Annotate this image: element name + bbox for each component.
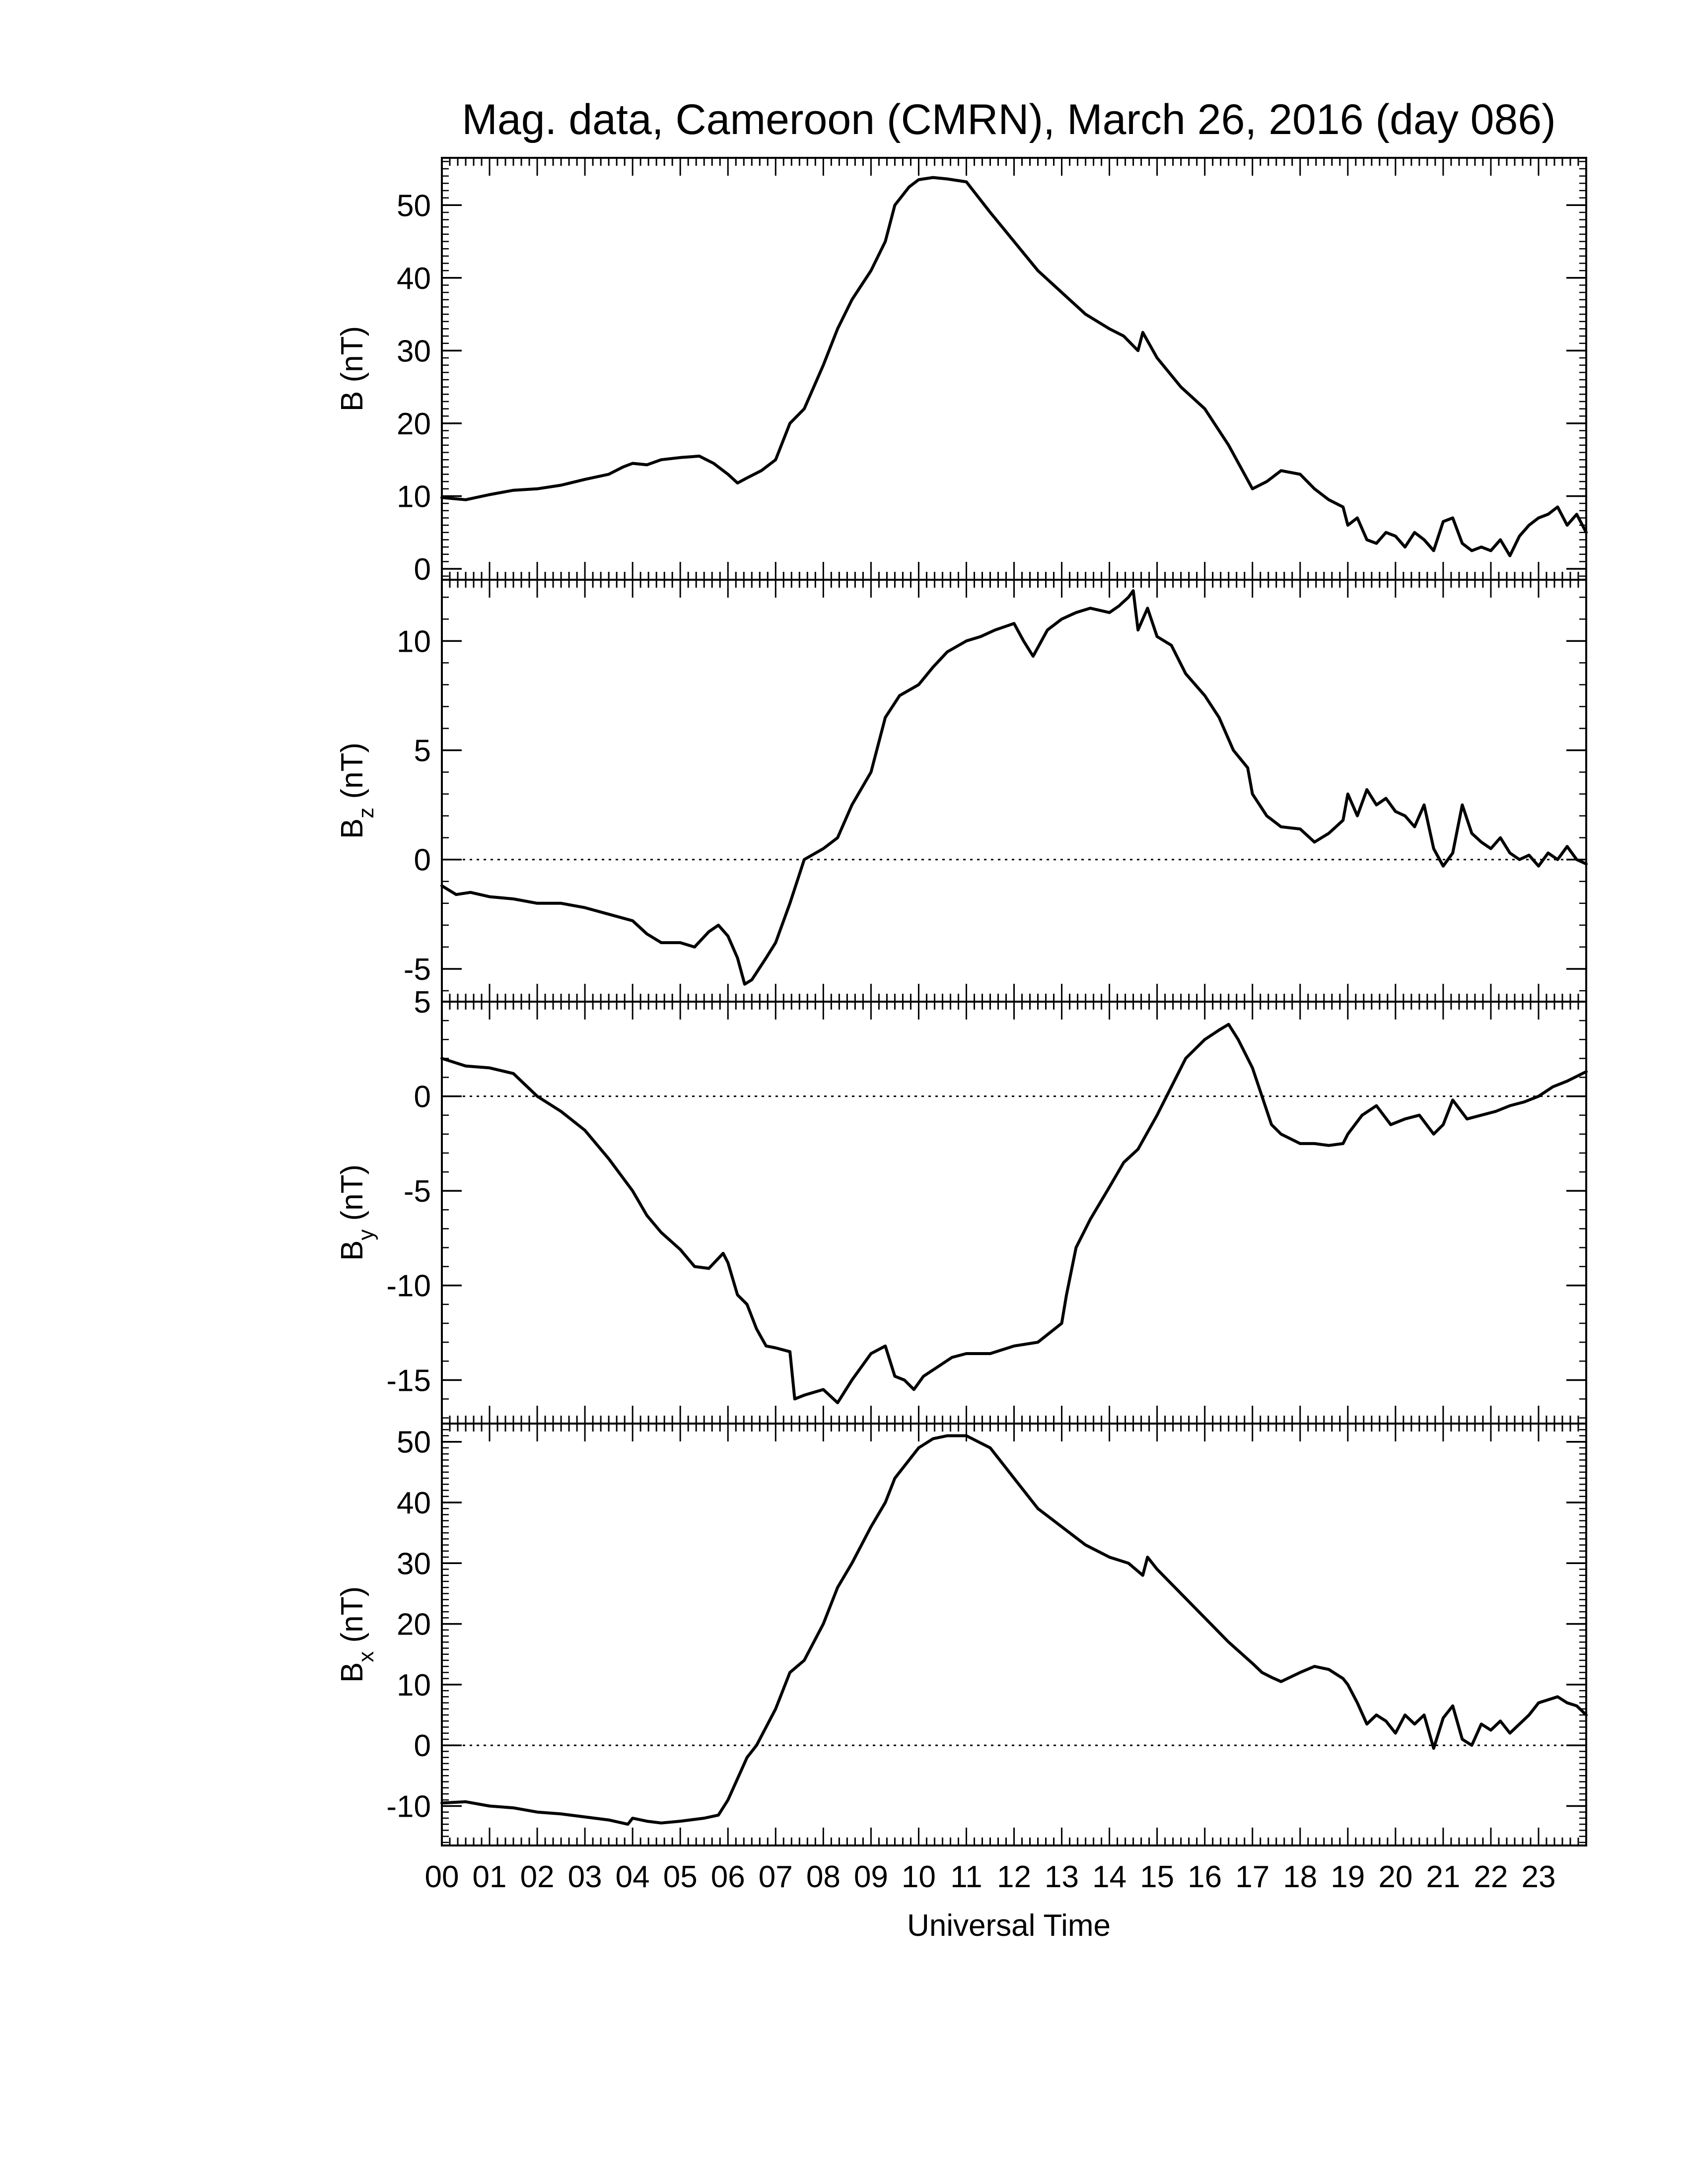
y-axis-label: By (nT) — [335, 1164, 378, 1261]
x-tick-label: 01 — [473, 1860, 507, 1894]
y-tick-label: 30 — [397, 1547, 431, 1581]
y-tick-label: 10 — [397, 624, 431, 659]
y-tick-label: 40 — [397, 262, 431, 296]
x-tick-label: 08 — [806, 1860, 841, 1894]
x-tick-label: 10 — [902, 1860, 936, 1894]
y-tick-label: 10 — [397, 479, 431, 514]
x-tick-label: 20 — [1378, 1860, 1412, 1894]
series-line-b-total — [440, 176, 1588, 557]
y-tick-label: 0 — [414, 552, 431, 587]
y-tick-label: -5 — [404, 953, 431, 987]
x-tick-label: 15 — [1140, 1860, 1174, 1894]
x-tick-label: 19 — [1331, 1860, 1365, 1894]
series-line-b-z — [440, 589, 1588, 986]
x-tick-label: 00 — [425, 1860, 459, 1894]
y-tick-label: 30 — [397, 334, 431, 368]
panel-b-total: 0 10 20 30 40 50 B (nT) — [335, 157, 1588, 587]
y-tick-label: -5 — [404, 1174, 431, 1209]
x-tick-label: 03 — [568, 1860, 602, 1894]
y-axis-label-unit: (nT) — [335, 1586, 369, 1651]
figure-title: Mag. data, Cameroon (CMRN), March 26, 20… — [462, 96, 1556, 143]
y-tick-label: 50 — [397, 1426, 431, 1460]
series-line-b-y — [440, 1023, 1588, 1405]
y-axis-label-unit: (nT) — [335, 743, 369, 808]
x-axis-label: Universal Time — [907, 1909, 1111, 1943]
x-axis: 00 01 02 03 04 05 06 07 08 09 10 11 12 13 14 15 16 17 18 19… — [425, 1860, 1556, 1894]
y-tick-label: -10 — [386, 1269, 431, 1303]
x-tick-label: 02 — [520, 1860, 555, 1894]
y-axis-label-main: B — [335, 391, 369, 411]
y-axis-label-unit: (nT) — [335, 326, 369, 391]
x-tick-label: 09 — [854, 1860, 888, 1894]
y-axis-label-sub: x — [354, 1651, 378, 1662]
x-tick-label: 05 — [663, 1860, 698, 1894]
x-tick-label: 16 — [1188, 1860, 1222, 1894]
y-tick-label: -10 — [386, 1790, 431, 1824]
y-tick-label: 10 — [397, 1668, 431, 1703]
x-tick-label: 14 — [1092, 1860, 1126, 1894]
y-axis-label-main: B — [335, 1240, 369, 1261]
y-axis-label-main: B — [335, 819, 369, 839]
panel-b-y: -15 -10 -5 0 5 By (nT) — [335, 985, 1588, 1425]
y-axis-label-main: B — [335, 1662, 369, 1683]
y-axis-label-sub: z — [354, 808, 378, 819]
y-tick-label: 0 — [414, 1080, 431, 1114]
x-tick-label: 22 — [1474, 1860, 1508, 1894]
y-tick-label: 20 — [397, 407, 431, 441]
x-tick-label: 06 — [711, 1860, 745, 1894]
y-tick-label: 50 — [397, 189, 431, 223]
y-tick-label: -15 — [386, 1364, 431, 1398]
y-axis-label: Bx (nT) — [335, 1586, 378, 1683]
x-tick-label: 18 — [1283, 1860, 1317, 1894]
y-tick-label: 5 — [414, 734, 431, 768]
x-tick-label: 07 — [759, 1860, 793, 1894]
series-line-b-x — [440, 1434, 1588, 1826]
x-tick-label: 13 — [1045, 1860, 1079, 1894]
x-tick-label: 21 — [1426, 1860, 1460, 1894]
panel-b-z: -5 0 5 10 Bz (nT) — [335, 579, 1588, 1003]
y-axis-label: B (nT) — [335, 326, 369, 411]
y-tick-label: 0 — [414, 1729, 431, 1763]
y-axis-label-unit: (nT) — [335, 1164, 369, 1229]
x-tick-label: 23 — [1521, 1860, 1555, 1894]
x-tick-label: 12 — [997, 1860, 1031, 1894]
y-axis-label: Bz (nT) — [335, 743, 378, 839]
panel-b-x: -10 0 10 20 30 40 50 Bx (nT) — [335, 1423, 1588, 1846]
y-tick-label: 0 — [414, 843, 431, 878]
x-tick-label: 11 — [950, 1860, 982, 1894]
x-tick-label: 17 — [1235, 1860, 1269, 1894]
y-tick-label: 40 — [397, 1486, 431, 1520]
y-tick-label: 5 — [414, 985, 431, 1020]
y-axis-label-sub: y — [354, 1229, 378, 1240]
y-tick-label: 20 — [397, 1608, 431, 1642]
x-tick-label: 04 — [616, 1860, 650, 1894]
